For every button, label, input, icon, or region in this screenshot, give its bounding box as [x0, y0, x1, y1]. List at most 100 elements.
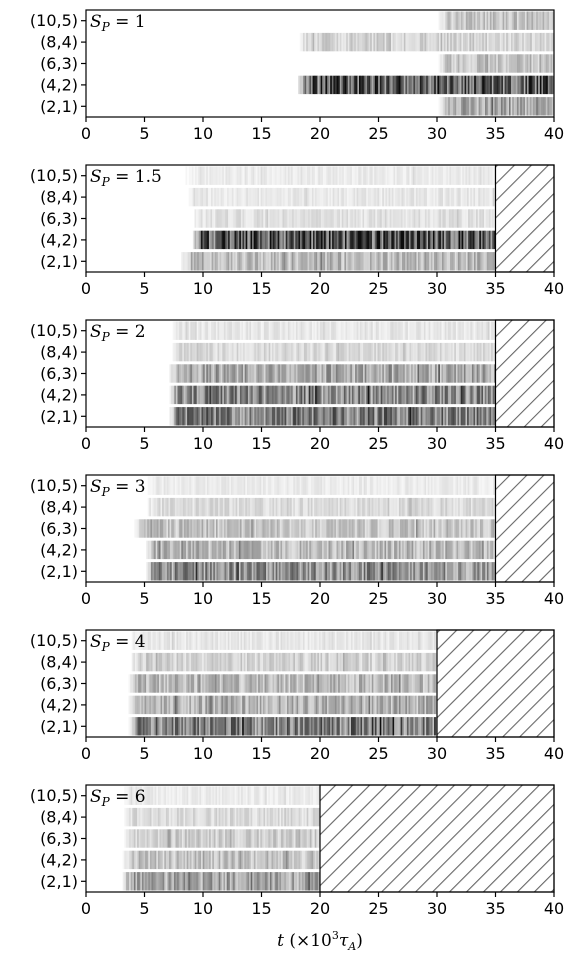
heatmap-cell — [208, 652, 211, 672]
heatmap-cell — [301, 562, 304, 581]
heatmap-cell — [464, 75, 467, 95]
heatmap-cell — [339, 187, 341, 207]
heatmap-cell — [332, 209, 334, 228]
heatmap-cell — [486, 519, 489, 538]
heatmap-cell — [484, 230, 486, 250]
heatmap-cell — [294, 385, 297, 405]
heatmap-cell — [247, 209, 250, 228]
heatmap-cell — [362, 674, 365, 693]
heatmap-cell — [270, 476, 273, 495]
heatmap-cell — [395, 187, 397, 207]
heatmap-cell — [153, 807, 155, 827]
heatmap-cell — [337, 407, 340, 426]
heatmap-cell — [466, 540, 468, 560]
heatmap-cell — [400, 717, 403, 736]
heatmap-cell — [181, 476, 184, 495]
heatmap-cell — [130, 717, 133, 736]
heatmap-cell — [209, 786, 211, 805]
heatmap-cell — [366, 407, 369, 426]
heatmap-cell — [476, 321, 479, 340]
heatmap-cell — [166, 674, 169, 693]
heatmap-cell — [475, 11, 478, 30]
heatmap-cell — [155, 519, 158, 538]
heatmap-cell — [183, 342, 186, 362]
heatmap-cell — [295, 342, 298, 362]
heatmap-cell — [275, 187, 277, 207]
heatmap-cell — [444, 385, 447, 405]
heatmap-cell — [404, 364, 407, 383]
heatmap-cell — [415, 407, 418, 426]
heatmap-cell — [421, 75, 424, 95]
heatmap-cell — [255, 230, 258, 250]
heatmap-cell — [434, 476, 436, 495]
heatmap-cell — [353, 187, 356, 207]
heatmap-cell — [283, 166, 285, 185]
heatmap-cell — [188, 519, 191, 538]
heatmap-cell — [442, 209, 445, 228]
heatmap-cell — [408, 631, 411, 650]
heatmap-cell — [328, 32, 331, 52]
heatmap-cell — [431, 407, 434, 426]
heatmap-cell — [234, 209, 237, 228]
heatmap-cell — [268, 407, 271, 426]
heatmap-cell — [398, 695, 401, 715]
heatmap-cell — [435, 252, 438, 271]
heatmap-cell — [178, 562, 180, 581]
heatmap-cell — [243, 407, 245, 426]
heatmap-cell — [452, 519, 455, 538]
heatmap-cell — [441, 321, 444, 340]
heatmap-cell — [256, 695, 259, 715]
heatmap-cell — [430, 476, 433, 495]
heatmap-cell — [302, 166, 305, 185]
heatmap-cell — [285, 807, 288, 827]
heatmap-cell — [331, 32, 334, 52]
heatmap-cell — [403, 540, 406, 560]
heatmap-cell — [168, 631, 171, 650]
heatmap-cell — [438, 321, 441, 340]
heatmap-cell — [197, 540, 200, 560]
heatmap-cell — [422, 540, 425, 560]
heatmap-cell — [372, 519, 375, 538]
heatmap-cell — [494, 407, 496, 426]
heatmap-cell — [348, 407, 351, 426]
heatmap-cell — [189, 674, 192, 693]
hatched-region — [494, 319, 555, 428]
heatmap-cell — [306, 497, 308, 517]
heatmap-cell — [371, 695, 374, 715]
heatmap-cell — [525, 32, 528, 52]
heatmap-cell — [232, 230, 235, 250]
heatmap-cell — [463, 321, 466, 340]
heatmap-cell — [278, 385, 281, 405]
heatmap-cell — [483, 252, 486, 271]
heatmap-cell — [259, 407, 261, 426]
heatmap-cell — [196, 786, 199, 805]
heatmap-cell — [428, 385, 431, 405]
heatmap-cell — [381, 497, 384, 517]
heatmap-cell — [194, 476, 196, 495]
heatmap-cell — [262, 497, 265, 517]
heatmap-cell — [287, 407, 290, 426]
heatmap-cell — [490, 75, 493, 95]
heatmap-cell — [378, 652, 381, 672]
heatmap-cell — [512, 54, 515, 73]
heatmap-cell — [438, 187, 441, 207]
heatmap-cell — [390, 497, 393, 517]
heatmap-panel: (10,5)(8,4)(6,3)(4,2)(2,1)0 5 10 15 20 25 30 35… — [30, 164, 564, 298]
heatmap-cell — [246, 652, 249, 672]
heatmap-cell — [389, 209, 392, 228]
heatmap-row — [194, 209, 496, 228]
heatmap-cell — [395, 476, 398, 495]
heatmap-cell — [400, 252, 403, 271]
heatmap-cell — [438, 54, 441, 73]
heatmap-cell — [134, 519, 137, 538]
heatmap-cell — [270, 652, 273, 672]
heatmap-cell — [361, 407, 364, 426]
heatmap-cell — [210, 476, 212, 495]
heatmap-cell — [448, 11, 451, 30]
heatmap-cell — [233, 342, 236, 362]
heatmap-cell — [218, 476, 220, 495]
heatmap-cell — [386, 540, 388, 560]
heatmap-cell — [184, 562, 187, 581]
heatmap-cell — [262, 342, 265, 362]
heatmap-cell — [306, 786, 309, 805]
